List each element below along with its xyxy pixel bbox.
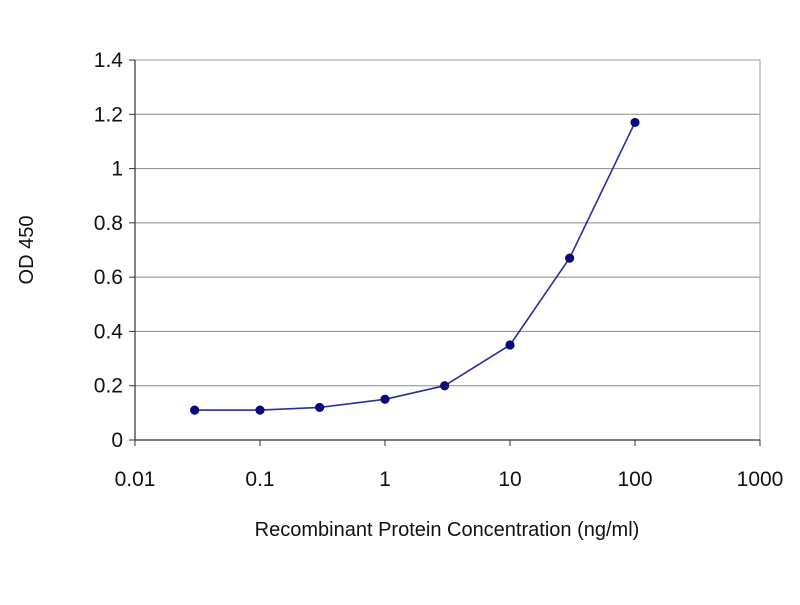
x-tick-label: 1 [379,468,391,491]
series-line [194,122,636,411]
y-axis-title: OD 450 [16,216,38,285]
data-point-marker [440,381,450,391]
data-point-marker [505,340,515,350]
x-tick-label: 0.1 [245,468,274,491]
y-tick-label: 1.4 [94,49,124,72]
y-tick-label: 0.8 [94,212,123,235]
axis-labels: 0 0.2 0.4 0.6 0.8 1 1.2 1.4 0.01 0.1 1 10 100 1000 [94,49,784,491]
data-series [190,117,640,415]
x-tick-label: 1000 [737,468,784,491]
x-axis-title: Recombinant Protein Concentration (ng/ml… [255,519,640,541]
data-point-marker [315,402,325,413]
data-point-marker [565,253,575,263]
y-tick-label: 1.2 [94,103,123,126]
x-tick-label: 10 [498,468,521,491]
y-tick-label: 0.4 [94,320,124,343]
data-point-marker [190,405,200,415]
y-tick-label: 1 [111,158,123,181]
y-tick-label: 0.6 [94,266,123,289]
y-tick-label: 0 [111,429,123,452]
y-tick-label: 0.2 [94,375,123,398]
x-tick-label: 0.01 [115,468,156,491]
gridlines [135,59,760,387]
data-point-marker [630,117,640,128]
axes [129,59,761,446]
data-point-marker [380,394,390,404]
x-tick-label: 100 [617,468,652,491]
data-point-marker [255,405,265,415]
